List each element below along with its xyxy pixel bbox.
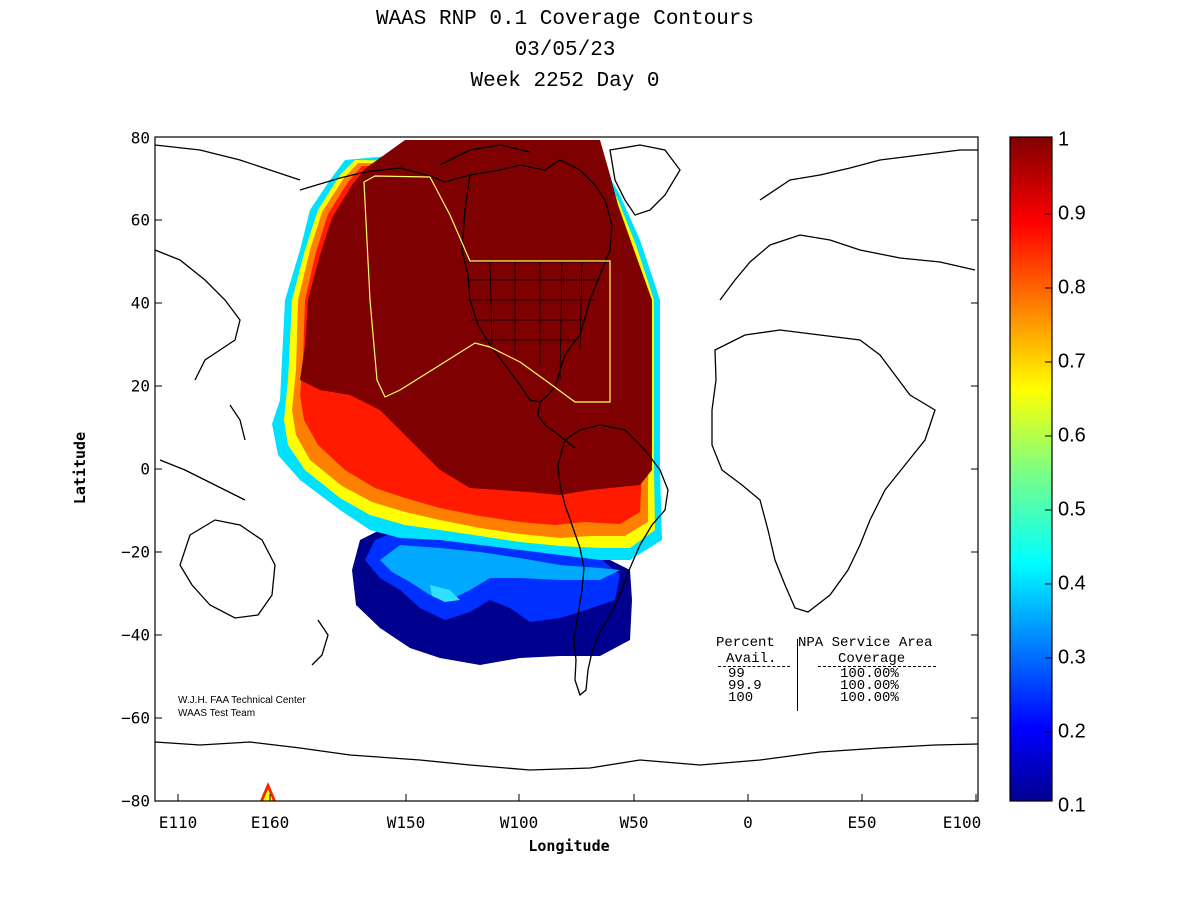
coverage-value: 100.00% [840, 690, 899, 706]
table-row: 99 100.00% [716, 666, 1020, 682]
colorbar-tick-label: 0.5 [1058, 498, 1086, 521]
avail-value: 99.9 [728, 678, 762, 694]
colorbar-tick-label: 0.6 [1058, 424, 1086, 447]
avail-value: 100 [728, 690, 754, 706]
coverage-contours [260, 140, 662, 801]
credits: W.J.H. FAA Technical Center WAAS Test Te… [178, 694, 306, 720]
y-tick-label: 80 [130, 128, 150, 148]
y-tick-label: −80 [121, 791, 150, 811]
axis-ticks [155, 136, 978, 801]
chart-title-line1: WAAS RNP 0.1 Coverage Contours [375, 8, 755, 31]
avail-value: 99 [728, 666, 745, 682]
table-divider [797, 639, 798, 711]
colorbar-tick-label: 0.7 [1058, 350, 1086, 373]
y-tick-label: 60 [130, 210, 150, 230]
colorbar [1009, 136, 1053, 802]
service-area-outline [363, 175, 611, 403]
contour-band-0.45 [430, 585, 460, 602]
header-percent: Percent [716, 635, 775, 651]
x-tick-label: E110 [158, 813, 198, 832]
credits-line2: WAAS Test Team [178, 708, 256, 719]
x-axis-label: Longitude [528, 837, 610, 855]
colorbar-tick-label: 0.2 [1058, 720, 1086, 743]
chart-title-date: 03/05/23 [514, 39, 616, 62]
header-coverage: Coverage [838, 651, 906, 667]
x-tick-label: E160 [250, 813, 290, 832]
colorbar-ticks [1045, 213, 1052, 733]
us-states [468, 261, 610, 381]
y-tick-label: 20 [130, 376, 150, 396]
colorbar-tick-label: 0.9 [1058, 202, 1086, 225]
x-tick-label: E100 [942, 813, 982, 832]
coverage-stats-table: Percent NPA Service Area Avail. Coverage… [716, 635, 1020, 711]
coverage-value: 100.00% [840, 666, 899, 682]
colorbar-tick-label: 0.3 [1058, 646, 1086, 669]
colorbar-tick-label: 0.8 [1058, 276, 1086, 299]
coastlines [155, 144, 978, 771]
header-npa-service-area: NPA Service Area [798, 635, 933, 651]
x-tick-label: 0 [743, 813, 753, 832]
y-axis-label: Latitude [71, 431, 89, 505]
header-underline [718, 666, 790, 667]
y-tick-label: −60 [121, 708, 150, 728]
x-tick-label: W50 [619, 813, 649, 832]
credits-line1: W.J.H. FAA Technical Center [178, 695, 306, 706]
header-underline [818, 666, 936, 667]
header-avail: Avail. [726, 651, 777, 667]
chart-title-week: Week 2252 Day 0 [470, 70, 660, 93]
table-row: 99.9 100.00% [716, 678, 1020, 694]
x-tick-label: W150 [386, 813, 426, 832]
y-tick-label: −40 [121, 625, 150, 645]
colorbar-tick-label: 0.1 [1058, 794, 1086, 817]
x-tick-label: W100 [499, 813, 539, 832]
y-tick-label: 0 [140, 459, 150, 479]
x-tick-label: E50 [847, 813, 877, 832]
colorbar-tick-label: 1 [1058, 128, 1070, 151]
contour-band-0.35 [380, 545, 620, 600]
table-row: 100 100.00% [716, 690, 1020, 706]
y-tick-label: −20 [121, 542, 150, 562]
colorbar-tick-label: 0.4 [1058, 572, 1086, 595]
y-tick-label: 40 [130, 293, 150, 313]
coverage-value: 100.00% [840, 678, 899, 694]
